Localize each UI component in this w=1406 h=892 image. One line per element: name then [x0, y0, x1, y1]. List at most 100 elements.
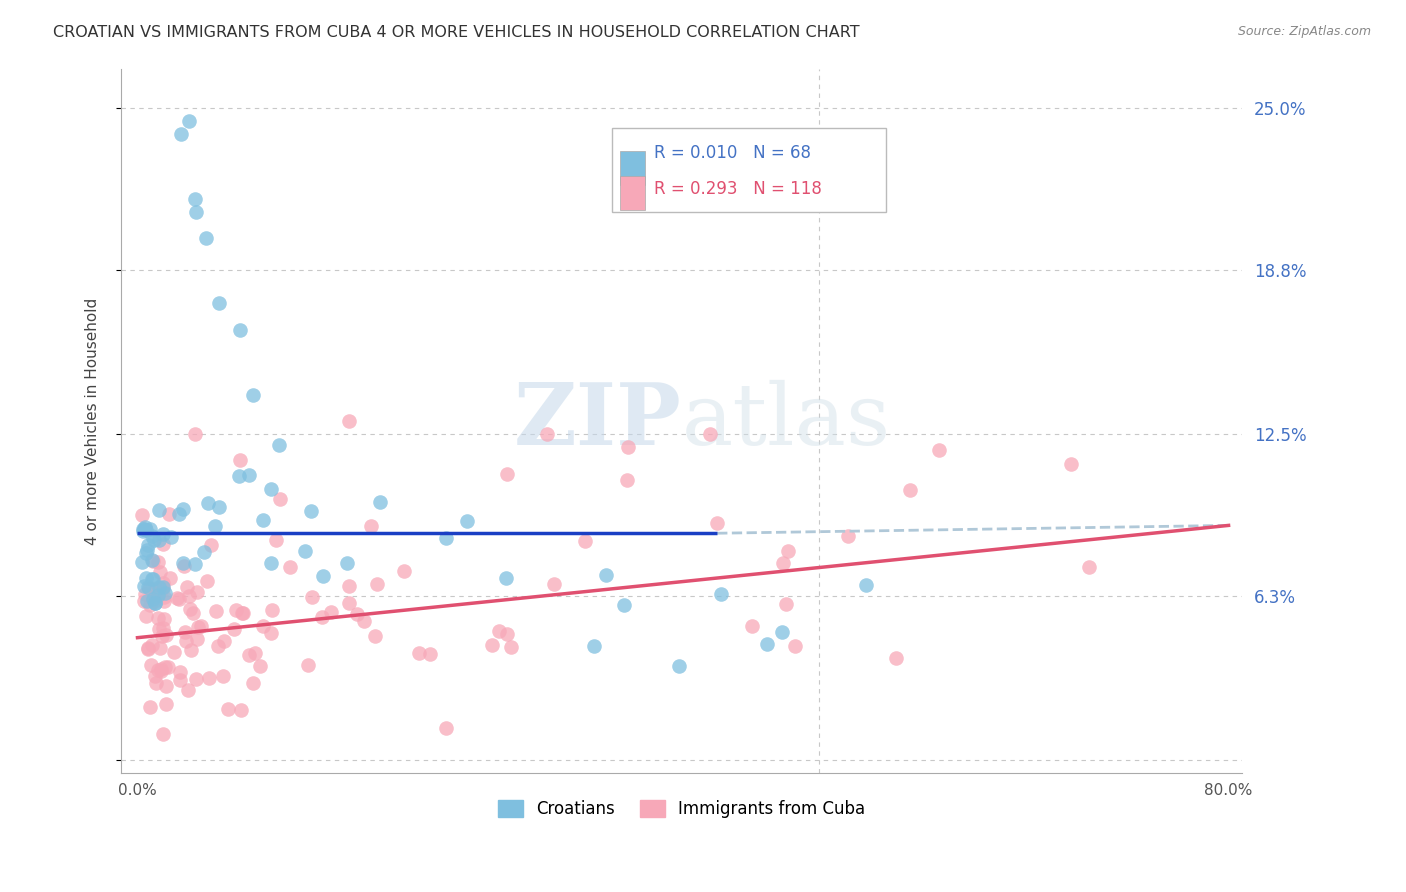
Point — [770, 625, 793, 640]
Legend: Croatians, Immigrants from Cuba: Croatians, Immigrants from Cuba — [491, 794, 872, 825]
Point — [132, 594, 155, 608]
Point — [179, 601, 201, 615]
Point — [884, 651, 907, 665]
Point — [152, 527, 174, 541]
Point — [148, 533, 170, 548]
Point — [139, 522, 162, 536]
Point — [186, 632, 208, 646]
Point — [434, 531, 457, 545]
Point — [392, 564, 415, 578]
Point — [208, 500, 231, 514]
Point — [613, 598, 636, 612]
Point — [339, 596, 361, 610]
Point — [496, 627, 519, 641]
Point — [297, 657, 319, 672]
Point — [252, 619, 274, 633]
Point — [155, 698, 177, 712]
Point — [132, 522, 155, 536]
Point — [134, 587, 156, 601]
Point — [225, 603, 247, 617]
Point — [582, 639, 605, 653]
Point — [162, 645, 184, 659]
Point — [778, 544, 800, 558]
Point — [217, 702, 239, 716]
Point — [184, 427, 207, 442]
Point — [131, 508, 153, 522]
Point — [152, 537, 174, 551]
Point — [299, 503, 322, 517]
Point — [134, 522, 156, 536]
Point — [152, 582, 174, 596]
Point — [173, 559, 195, 574]
Point — [134, 609, 156, 624]
Point — [229, 703, 252, 717]
Point — [174, 624, 197, 639]
Point — [312, 569, 335, 583]
Point — [141, 529, 163, 543]
Point — [408, 646, 430, 660]
Point — [699, 427, 721, 442]
Point — [149, 565, 172, 579]
Point — [434, 721, 457, 735]
Point — [368, 495, 391, 509]
Point — [574, 534, 596, 549]
Point — [197, 496, 219, 510]
Point — [134, 579, 156, 593]
Point — [211, 669, 233, 683]
Point — [174, 634, 197, 648]
Point — [710, 587, 733, 601]
Point — [242, 676, 264, 690]
Point — [153, 586, 176, 600]
Point — [187, 620, 209, 634]
Point — [141, 572, 163, 586]
Point — [419, 647, 441, 661]
Point — [139, 657, 162, 672]
Point — [148, 503, 170, 517]
Point — [142, 533, 165, 547]
Point — [180, 643, 202, 657]
Point — [138, 641, 160, 656]
Point — [146, 611, 169, 625]
Point — [142, 594, 165, 608]
Point — [775, 597, 797, 611]
Point — [150, 664, 173, 678]
Point — [136, 537, 159, 551]
Point — [169, 665, 191, 680]
Point — [150, 581, 173, 595]
Point — [346, 607, 368, 622]
Point — [200, 538, 222, 552]
Point — [172, 502, 194, 516]
Point — [167, 592, 190, 607]
Point — [457, 514, 479, 528]
Point — [184, 192, 207, 206]
Point — [228, 468, 250, 483]
Point — [152, 727, 174, 741]
Point — [755, 636, 778, 650]
Point — [194, 231, 217, 245]
Point — [741, 619, 763, 633]
Point — [143, 596, 166, 610]
Point — [595, 567, 617, 582]
Point — [536, 427, 558, 442]
Point — [278, 560, 301, 574]
Point — [157, 660, 180, 674]
Point — [269, 492, 291, 507]
Point — [160, 530, 183, 544]
Point — [337, 579, 360, 593]
Point — [146, 555, 169, 569]
Point — [149, 640, 172, 655]
Point — [260, 626, 283, 640]
Point — [617, 440, 640, 454]
Point — [855, 578, 877, 592]
Point — [336, 556, 359, 570]
Point — [141, 552, 163, 566]
Text: atlas: atlas — [682, 379, 891, 463]
Point — [260, 556, 283, 570]
Point — [172, 556, 194, 570]
Point — [353, 614, 375, 628]
Point — [166, 591, 188, 605]
Point — [135, 571, 157, 585]
Point — [267, 437, 290, 451]
Point — [311, 610, 333, 624]
Point — [264, 533, 287, 547]
